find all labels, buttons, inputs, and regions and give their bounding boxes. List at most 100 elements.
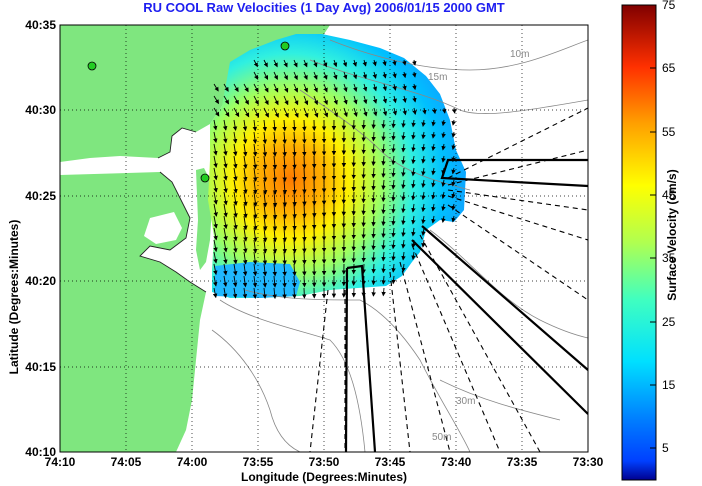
station-marker (87, 61, 97, 71)
velocity-vector (213, 275, 218, 287)
velocity-vector (361, 191, 366, 204)
velocity-vector (213, 155, 218, 168)
velocity-vector (293, 107, 299, 118)
velocity-vector (422, 107, 427, 115)
velocity-vector (323, 59, 328, 68)
velocity-vector (282, 155, 287, 170)
velocity-vector (441, 143, 446, 151)
velocity-vector (252, 275, 258, 288)
velocity-vector (292, 203, 297, 219)
velocity-vector (401, 239, 406, 249)
velocity-vector (441, 155, 446, 163)
velocity-vector (233, 95, 239, 105)
velocity-vector (282, 119, 287, 132)
velocity-vector (381, 275, 386, 285)
velocity-vector (372, 83, 378, 92)
velocity-vector (302, 239, 307, 254)
velocity-vector (233, 191, 238, 206)
velocity-vector (303, 71, 308, 81)
velocity-vector (411, 251, 416, 261)
velocity-vector (323, 107, 329, 118)
velocity-vector (381, 203, 386, 215)
velocity-vector (262, 215, 268, 231)
velocity-vector (361, 203, 366, 216)
velocity-vector (333, 83, 338, 93)
depth-contours (211, 39, 588, 452)
velocity-vector (371, 167, 376, 179)
velocity-vector (372, 59, 377, 67)
contour-label: 30m (456, 396, 475, 407)
velocity-vector (252, 251, 258, 265)
velocity-vector (402, 83, 407, 91)
velocity-vector (441, 215, 446, 223)
velocity-vector (253, 107, 260, 118)
velocity-vector (381, 155, 386, 166)
colorbar-tick-label: 75 (662, 0, 676, 12)
velocity-vector (411, 203, 416, 213)
velocity-vector (382, 59, 387, 67)
velocity-vector (243, 191, 248, 207)
velocity-vector (272, 263, 277, 277)
x-tick-label: 73:45 (374, 455, 406, 469)
velocity-vector (262, 191, 268, 208)
velocity-vector (213, 143, 218, 156)
velocity-vector (272, 119, 277, 132)
velocity-vector (451, 119, 456, 126)
velocity-vector (243, 203, 248, 219)
page-title: RU COOL Raw Velocities (1 Day Avg) 2006/… (143, 0, 505, 15)
velocity-vector (382, 71, 387, 79)
velocity-vector (283, 59, 288, 68)
velocity-vector (303, 83, 308, 93)
velocity-vector (411, 191, 416, 201)
velocity-vector (223, 83, 229, 92)
velocity-vector (371, 227, 376, 239)
velocity-vector (282, 287, 287, 299)
velocity-vector (372, 95, 378, 104)
velocity-vector (242, 287, 248, 299)
velocity-vector (303, 95, 309, 106)
velocity-vector (302, 143, 307, 157)
velocity-vector (282, 275, 287, 288)
velocity-vector (282, 239, 287, 254)
velocity-vector (272, 203, 278, 220)
velocity-vector (233, 167, 238, 182)
velocity-vector (412, 59, 417, 66)
velocity-vector (272, 143, 278, 157)
velocity-vector (212, 287, 218, 299)
velocity-vector (401, 203, 406, 214)
velocity-vector (262, 155, 268, 170)
velocity-vector (343, 95, 348, 105)
velocity-vector (232, 119, 238, 131)
velocity-vector (401, 119, 406, 128)
velocity-vector (272, 167, 278, 183)
colorbar-tick-label: 65 (662, 61, 676, 75)
x-tick-label: 74:05 (110, 455, 142, 469)
velocity-vector (272, 155, 278, 170)
velocity-vector (242, 251, 248, 265)
velocity-vector (391, 119, 396, 129)
velocity-vector (362, 59, 367, 67)
velocity-vector (302, 191, 307, 207)
velocity-vector (233, 107, 240, 118)
velocity-vector (222, 119, 228, 131)
velocity-vector (381, 239, 386, 250)
colorbar-ticks (650, 4, 656, 449)
velocity-vector (302, 131, 307, 144)
velocity-vector (222, 275, 228, 287)
velocity-vector (302, 215, 307, 230)
velocity-vector (371, 191, 376, 203)
velocity-vector (213, 83, 219, 92)
velocity-vector (411, 131, 416, 140)
velocity-vector (381, 287, 386, 297)
velocity-vector (223, 263, 228, 276)
velocity-vector (381, 131, 386, 142)
velocity-vector (253, 95, 259, 105)
contour-label: 50m (432, 432, 451, 443)
velocity-vector (233, 155, 238, 169)
velocity-vector (232, 131, 238, 144)
x-tick-label: 74:00 (176, 455, 208, 469)
velocity-vector (412, 83, 417, 91)
velocity-vector (361, 131, 366, 142)
velocity-vector (391, 239, 396, 250)
velocity-vector (431, 191, 436, 200)
